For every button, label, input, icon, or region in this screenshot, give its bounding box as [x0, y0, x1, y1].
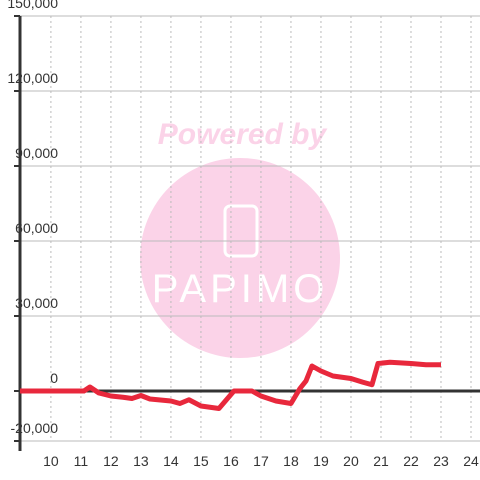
- x-tick-label: 23: [433, 453, 449, 469]
- y-tick-label: 0: [50, 370, 58, 386]
- watermark-icon: [223, 204, 259, 258]
- x-tick-label: 22: [403, 453, 419, 469]
- y-tick-label: -20,000: [11, 420, 59, 436]
- x-tick-label: 13: [133, 453, 149, 469]
- x-tick-label: 16: [223, 453, 239, 469]
- y-tick-label: 150,000: [7, 0, 58, 11]
- y-tick-label: 120,000: [7, 70, 58, 86]
- y-tick-label: 90,000: [15, 145, 58, 161]
- y-tick-label: 60,000: [15, 220, 58, 236]
- x-tick-label: 15: [193, 453, 209, 469]
- x-tick-label: 12: [103, 453, 119, 469]
- x-tick-label: 18: [283, 453, 299, 469]
- x-tick-label: 10: [43, 453, 59, 469]
- x-tick-label: 21: [373, 453, 389, 469]
- x-tick-label: 17: [253, 453, 269, 469]
- x-tick-label: 14: [163, 453, 179, 469]
- watermark-logo: PAPIMO: [152, 267, 329, 311]
- x-tick-label: 24: [463, 453, 479, 469]
- x-tick-label: 11: [74, 453, 89, 469]
- x-tick-label: 20: [343, 453, 359, 469]
- watermark: Powered by PAPIMO: [140, 118, 340, 358]
- watermark-circle: [140, 158, 340, 358]
- line-series: [20, 359, 441, 411]
- watermark-text: Powered by: [158, 118, 328, 151]
- x-tick-label: 19: [313, 453, 329, 469]
- y-tick-label: 30,000: [15, 295, 58, 311]
